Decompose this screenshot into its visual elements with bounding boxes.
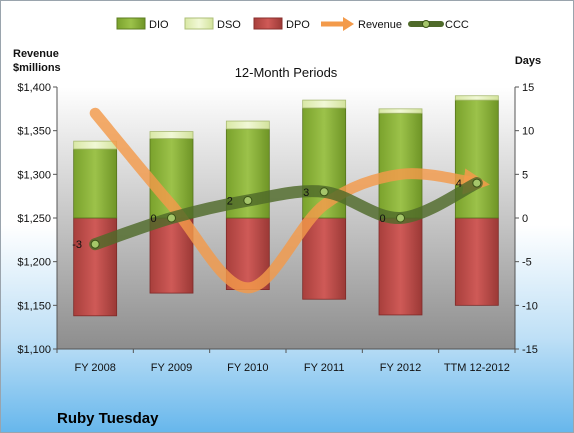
legend-swatch-dpo xyxy=(253,17,283,30)
y-tick-label-6: $1,400 xyxy=(17,82,51,94)
legend-label-dso: DSO xyxy=(217,19,241,31)
bar-dpo-3 xyxy=(302,217,347,300)
y2-tick-label-0: -15 xyxy=(522,344,538,356)
plot-area xyxy=(57,87,515,349)
ccc-marker-0 xyxy=(90,239,100,249)
y-tick-label-5: $1,350 xyxy=(17,126,51,138)
y-axis-title-line-2: $millions xyxy=(13,62,61,74)
legend-marker-ccc xyxy=(422,20,430,28)
y2-axis-title: Days xyxy=(515,55,541,67)
y-axis-title-line-1: Revenue xyxy=(13,48,59,60)
bar-dso-0 xyxy=(73,140,118,150)
y2-tick-label-5: 10 xyxy=(522,126,534,138)
ccc-marker-5 xyxy=(472,178,482,188)
ccc-marker-2 xyxy=(243,196,253,206)
ccc-label-0: -3 xyxy=(72,239,82,251)
y-tick-label-1: $1,150 xyxy=(17,300,51,312)
legend-swatch-dso xyxy=(184,17,214,30)
y2-tick-label-4: 5 xyxy=(522,169,528,181)
bar-dpo-4 xyxy=(378,217,423,316)
x-tick-label-4: FY 2012 xyxy=(380,362,421,374)
bar-dpo-5 xyxy=(454,217,499,306)
ccc-marker-4 xyxy=(396,213,405,223)
ccc-label-1: 0 xyxy=(150,213,156,225)
bar-dio-4 xyxy=(378,112,423,219)
y-tick-label-2: $1,200 xyxy=(17,257,51,269)
y2-tick-label-3: 0 xyxy=(522,213,528,225)
ccc-label-3: 3 xyxy=(303,187,309,199)
x-tick-label-5: TTM 12-2012 xyxy=(444,362,510,374)
ccc-label-2: 2 xyxy=(227,196,233,208)
x-tick-label-0: FY 2008 xyxy=(74,362,115,374)
lines-layer: -3 0 2 3 0 4 xyxy=(72,107,490,294)
y2-tick-label-6: 15 xyxy=(522,82,534,94)
ccc-label-4: 0 xyxy=(379,213,385,225)
axes-layer: $1,100 $1,150 $1,200 $1,250 $1,300 $1,350 $1,4… xyxy=(17,82,538,374)
ccc-line xyxy=(89,177,483,251)
legend-swatch-dio xyxy=(116,17,146,30)
ccc-label-5: 4 xyxy=(456,178,462,190)
legend: DIO DSO DPO Revenue CCC xyxy=(116,17,469,31)
x-tick-label-2: FY 2010 xyxy=(227,362,268,374)
bar-dso-3 xyxy=(302,99,347,109)
legend-label-ccc: CCC xyxy=(445,19,469,31)
bar-dio-5 xyxy=(454,99,499,219)
y-tick-label-3: $1,250 xyxy=(17,213,51,225)
ccc-marker-1 xyxy=(167,213,176,223)
chart-texts: 12-Month Periods Revenue $millions Days Ruby… xyxy=(13,48,541,427)
bar-dio-0 xyxy=(73,148,118,219)
y2-tick-label-1: -10 xyxy=(522,300,538,312)
company-name: Ruby Tuesday xyxy=(57,410,159,427)
x-tick-label-3: FY 2011 xyxy=(304,362,345,374)
chart-title: 12-Month Periods xyxy=(235,65,338,80)
y2-tick-label-2: -5 xyxy=(522,257,532,269)
ccc-marker-3 xyxy=(319,187,329,197)
bar-dso-1 xyxy=(149,131,194,139)
bar-dso-5 xyxy=(454,95,499,101)
x-tick-label-1: FY 2009 xyxy=(151,362,192,374)
y-tick-label-4: $1,300 xyxy=(17,169,51,181)
legend-label-dpo: DPO xyxy=(286,19,310,31)
bar-dso-2 xyxy=(225,120,270,130)
revenue-line xyxy=(89,107,490,294)
bar-dso-4 xyxy=(378,108,423,114)
legend-label-revenue: Revenue xyxy=(358,19,402,31)
legend-label-dio: DIO xyxy=(149,19,169,31)
legend-arrowhead-revenue xyxy=(343,17,354,31)
y-tick-label-0: $1,100 xyxy=(17,344,51,356)
